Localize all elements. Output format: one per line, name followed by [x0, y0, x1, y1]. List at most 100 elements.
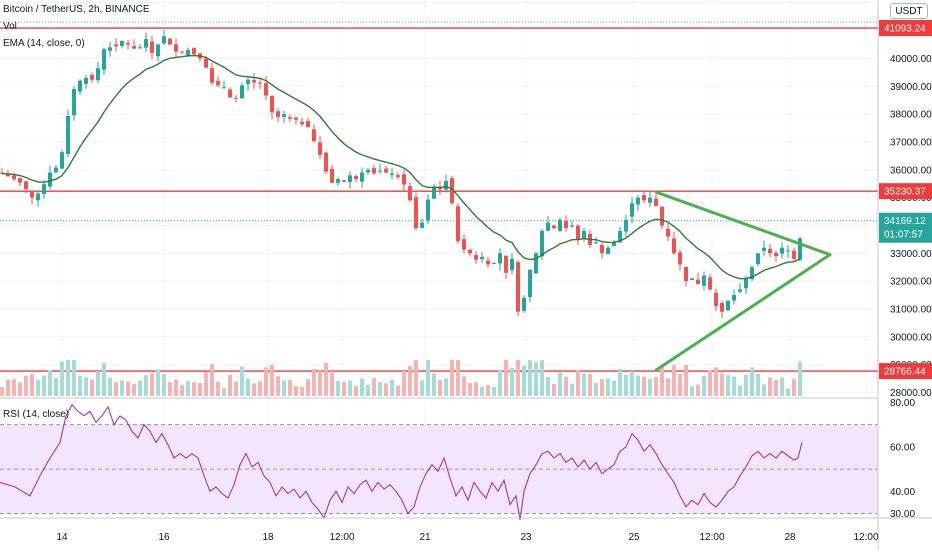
candle-body [294, 117, 298, 120]
price-tick-label: 40000.00 [890, 54, 932, 65]
time-tick-label: 12:00 [329, 532, 354, 543]
candle-body [636, 197, 640, 205]
candle-body [672, 238, 676, 254]
volume-bar [96, 371, 100, 396]
candle-body [288, 117, 292, 119]
volume-bar [720, 373, 724, 396]
rsi-tick-label: 30.00 [890, 509, 915, 520]
volume-bar [252, 383, 256, 396]
volume-bar [180, 385, 184, 396]
candle-body [408, 186, 412, 201]
volume-bar [594, 382, 598, 396]
volume-bar [468, 383, 472, 396]
candle-body [546, 222, 550, 231]
time-tick-label: 18 [262, 532, 274, 543]
last-price-tag-text: 34169.12 [884, 216, 926, 227]
time-tick-label: 23 [520, 532, 532, 543]
volume-bar [42, 375, 46, 396]
candle-body [576, 225, 580, 240]
volume-bar [192, 382, 196, 396]
ema-legend[interactable]: EMA (14, close, 0) [3, 38, 85, 49]
volume-bar [576, 370, 580, 396]
volume-bar [372, 378, 376, 396]
candle-body [372, 168, 376, 174]
candle-body [0, 172, 4, 174]
last-price-tag[interactable] [879, 212, 932, 243]
volume-bar [258, 381, 262, 396]
volume-bar [234, 381, 238, 396]
volume-bar [168, 382, 172, 396]
candle-body [600, 244, 604, 254]
candle-body [708, 277, 712, 290]
volume-bar [708, 370, 712, 396]
candle-body [78, 80, 82, 92]
level-price-tag[interactable] [879, 20, 932, 37]
candle-body [378, 170, 382, 172]
volume-bar [714, 367, 718, 396]
candle-body [456, 206, 460, 242]
volume-bar [528, 360, 532, 396]
level-price-tag[interactable] [879, 183, 932, 200]
candle-body [312, 129, 316, 142]
candle-body [756, 253, 760, 265]
rsi-legend[interactable]: RSI (14, close) [3, 409, 70, 420]
candle-body [210, 68, 214, 83]
volume-bar [522, 365, 526, 396]
candle-body [6, 173, 10, 177]
volume-bar [48, 370, 52, 396]
level-price-tag-text: 35230.37 [884, 187, 926, 198]
candle-body [102, 49, 106, 70]
volume-bar [312, 369, 316, 396]
volume-bar [774, 379, 778, 396]
volume-bar [114, 382, 118, 396]
volume-bar [378, 381, 382, 396]
candle-body [48, 172, 52, 187]
volume-bar [84, 377, 88, 396]
level-price-tag[interactable] [879, 363, 932, 380]
volume-bar [78, 375, 82, 396]
candle-body [246, 79, 250, 85]
candle-body [642, 195, 646, 201]
symbol-title[interactable]: Bitcoin / TetherUS, 2h, BINANCE [3, 4, 150, 15]
candle-body [330, 168, 334, 183]
volume-bar [288, 379, 292, 396]
volume-bar [120, 380, 124, 396]
candle-body [234, 97, 238, 99]
volume-bar [246, 378, 250, 396]
candle-body [744, 278, 748, 289]
rsi-line [0, 403, 803, 521]
volume-bar [276, 376, 280, 396]
volume-legend[interactable]: Vol [3, 21, 17, 32]
candle-body [192, 48, 196, 55]
triangle-upper-line[interactable] [654, 190, 832, 257]
candle-body [792, 250, 796, 259]
volume-bar [738, 385, 742, 396]
currency-button[interactable]: USDT [890, 3, 928, 19]
volume-bar [564, 376, 568, 396]
candle-body [276, 111, 280, 117]
volume-bar [588, 374, 592, 396]
volume-bar [348, 380, 352, 396]
candle-body [498, 253, 502, 264]
candle-body [390, 173, 394, 176]
volume-bar [306, 379, 310, 396]
rsi-guides [0, 424, 878, 515]
volume-bar [624, 374, 628, 396]
candle-body [702, 275, 706, 286]
volume-bar [546, 376, 550, 396]
volume-bar [60, 361, 64, 396]
volume-bar [666, 378, 670, 396]
volume-bar [726, 375, 730, 396]
volume-bar [216, 381, 220, 396]
volume-bar [492, 386, 496, 396]
level-price-tag-text: 41093.24 [884, 24, 926, 35]
price-tick-label: 33000.00 [890, 249, 932, 260]
volume-bar [792, 378, 796, 396]
triangle-lower-line[interactable] [654, 253, 832, 372]
candle-body [348, 175, 352, 183]
horizontal-levels [0, 21, 878, 372]
volume-bar [162, 373, 166, 396]
volume-bar [438, 379, 442, 396]
